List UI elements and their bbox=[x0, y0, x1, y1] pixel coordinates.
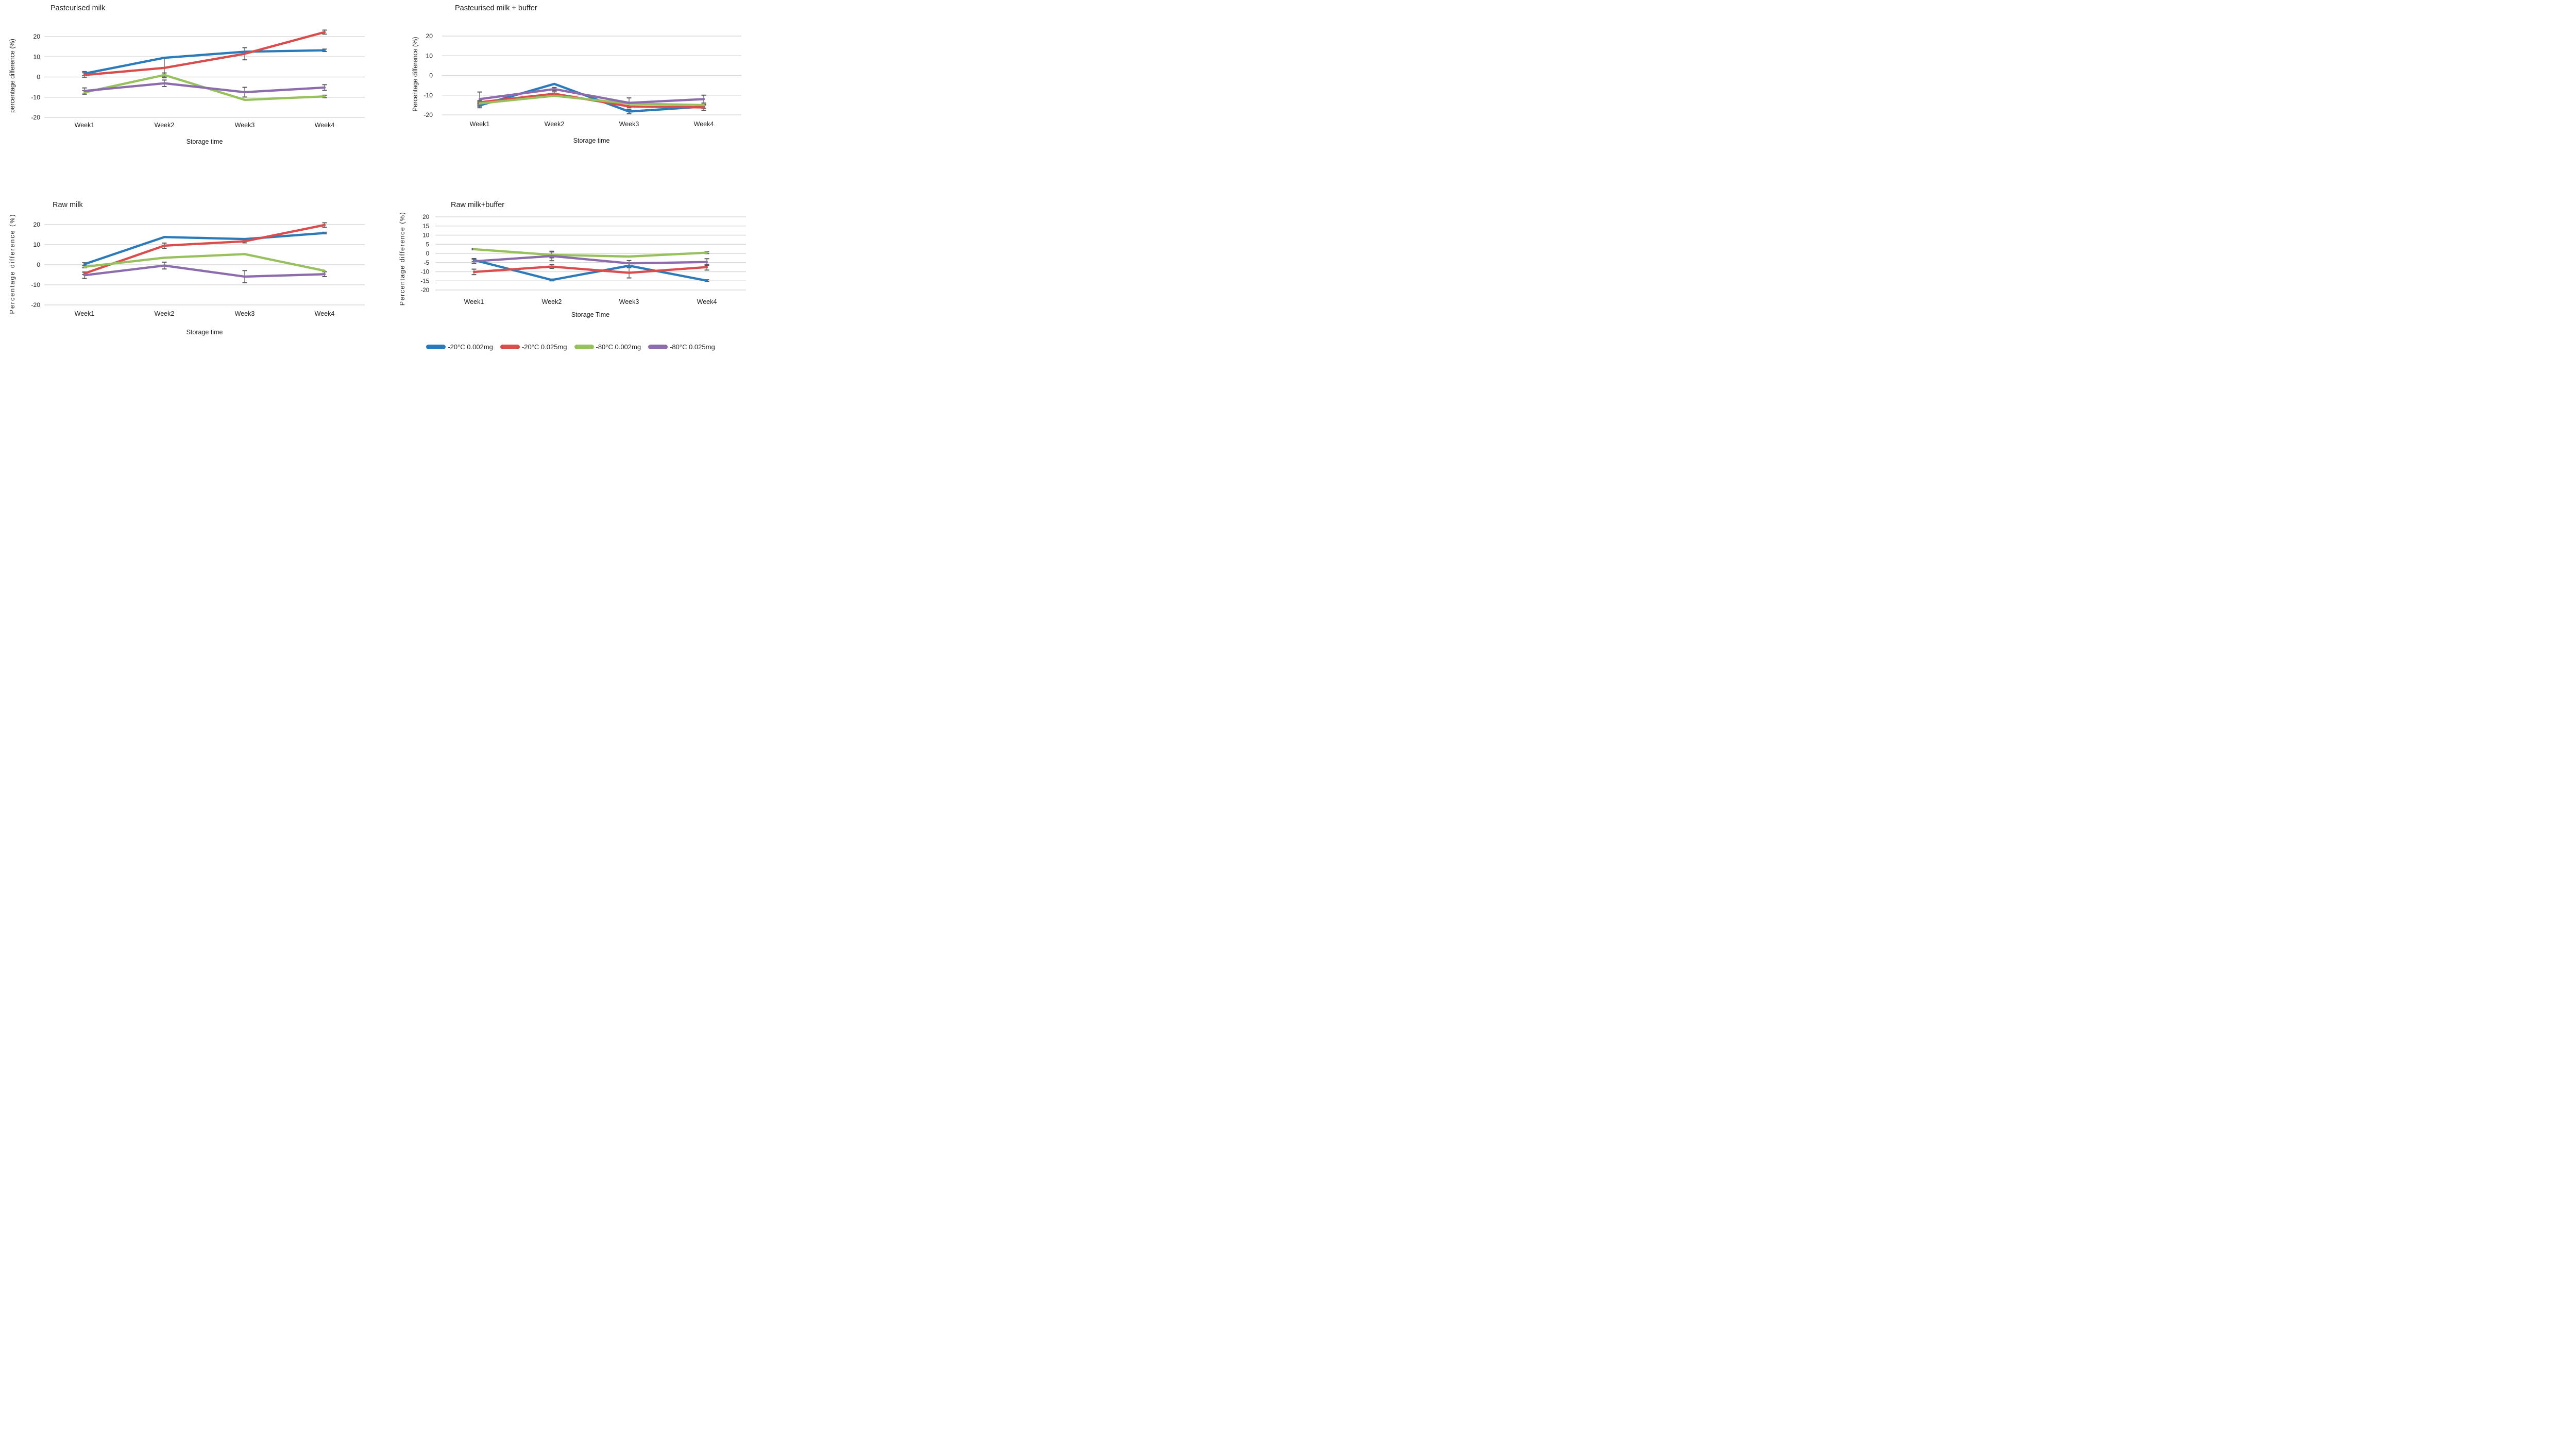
y-tick-label: 0 bbox=[37, 261, 40, 268]
series-line--20-c-0-025mg bbox=[472, 265, 708, 274]
x-tick-label: Week3 bbox=[235, 122, 255, 129]
chart-title: Raw milk bbox=[53, 201, 83, 209]
series-line--80-c-0-025mg bbox=[83, 264, 326, 278]
y-tick-label: 0 bbox=[426, 251, 429, 257]
chart-title: Pasteurised milk bbox=[50, 4, 106, 12]
legend-swatch bbox=[574, 344, 594, 349]
y-tick-label: 5 bbox=[426, 242, 429, 248]
plot-area: 20 10 0 -10 -20 Week1 Week2 Week3 Week4 bbox=[31, 221, 365, 317]
x-tick-label: Week2 bbox=[155, 122, 175, 129]
y-tick-label: 10 bbox=[426, 52, 433, 59]
x-tick-labels: Week1 Week2 Week3 Week4 bbox=[470, 121, 714, 128]
series-line--20-c-0-025mg bbox=[83, 224, 326, 275]
x-tick-label: Week4 bbox=[315, 122, 335, 129]
x-tick-label: Week3 bbox=[235, 310, 255, 317]
x-axis-label: Storage Time bbox=[571, 311, 610, 318]
y-tick-label: -20 bbox=[31, 301, 40, 309]
legend-item: -20°C 0.002mg bbox=[426, 343, 493, 351]
legend-item: -80°C 0.025mg bbox=[648, 343, 715, 351]
x-tick-label: Week2 bbox=[542, 298, 562, 305]
y-tick-label: -10 bbox=[423, 92, 433, 99]
chart-legend: -20°C 0.002mg -20°C 0.025mg -80°C 0.002mg -… bbox=[389, 336, 752, 357]
y-tick-label: 10 bbox=[33, 53, 40, 60]
x-tick-label: Week4 bbox=[697, 298, 717, 305]
x-axis-label: Storage time bbox=[186, 138, 223, 145]
x-tick-labels: Week1 Week2 Week3 Week4 bbox=[75, 122, 335, 129]
x-tick-label: Week3 bbox=[619, 298, 639, 305]
y-tick-label: 20 bbox=[33, 221, 40, 228]
series-line--80-c-0-002mg bbox=[472, 248, 708, 258]
series-line--80-c-0-002mg bbox=[478, 94, 705, 107]
series-line--20-c-0-002mg bbox=[83, 49, 326, 75]
y-tick-label: 20 bbox=[33, 33, 40, 40]
x-tick-labels: Week1 Week2 Week3 Week4 bbox=[464, 298, 717, 305]
x-axis-label: Storage time bbox=[573, 137, 610, 144]
series-line--80-c-0-002mg bbox=[83, 253, 326, 272]
chart-title: Pasteurised milk + buffer bbox=[455, 4, 537, 12]
y-tick-label: -20 bbox=[423, 111, 433, 118]
legend-label: -20°C 0.002mg bbox=[448, 343, 493, 351]
figure-canvas: Pasteurised milk percentage difference (… bbox=[0, 0, 752, 359]
y-tick-label: -10 bbox=[31, 94, 40, 101]
series-line--20-c-0-002mg bbox=[83, 232, 326, 266]
x-tick-labels: Week1 Week2 Week3 Week4 bbox=[75, 310, 335, 317]
gridlines: 20 10 0 -10 -20 bbox=[31, 221, 365, 309]
chart-raw-milk: Raw milk Percentage difference (%) Stora… bbox=[0, 194, 376, 348]
y-tick-label: -10 bbox=[420, 269, 429, 276]
plot-area: 20 10 0 -10 -20 Week1 Week2 Week3 Week4 bbox=[31, 29, 365, 129]
legend-label: -80°C 0.025mg bbox=[670, 343, 715, 351]
legend-swatch bbox=[500, 344, 520, 349]
plot-area: 20 10 0 -10 -20 Week1 Week2 Week3 Week4 bbox=[423, 32, 741, 128]
legend-swatch bbox=[426, 344, 446, 349]
y-tick-label: 10 bbox=[422, 233, 429, 239]
y-tick-label: 20 bbox=[422, 214, 429, 220]
series-line--80-c-0-025mg bbox=[478, 88, 705, 104]
x-axis-label: Storage time bbox=[186, 329, 223, 336]
y-tick-label: -10 bbox=[31, 281, 40, 288]
gridlines: 20 10 0 -10 -20 bbox=[423, 32, 741, 118]
chart-raw-milk-buffer: Raw milk+buffer Percentage difference (%… bbox=[389, 194, 752, 348]
legend-item: -80°C 0.002mg bbox=[574, 343, 641, 351]
series-line--80-c-0-025mg bbox=[472, 254, 708, 265]
x-tick-label: Week1 bbox=[75, 122, 95, 129]
x-tick-label: Week2 bbox=[155, 310, 175, 317]
legend-label: -20°C 0.025mg bbox=[521, 343, 567, 351]
chart-pasteurised-milk: Pasteurised milk percentage difference (… bbox=[0, 0, 376, 161]
legend-item: -20°C 0.025mg bbox=[500, 343, 567, 351]
x-tick-label: Week4 bbox=[694, 121, 714, 128]
x-tick-label: Week1 bbox=[470, 121, 490, 128]
legend-swatch bbox=[648, 344, 668, 349]
y-tick-label: -5 bbox=[424, 260, 429, 266]
y-tick-label: 20 bbox=[426, 32, 433, 40]
x-tick-label: Week2 bbox=[545, 121, 565, 128]
y-tick-label: -20 bbox=[420, 287, 429, 294]
plot-area: 20 15 10 5 0 -5 -10 -15 -20 Week1 Week2 Week3 Week4 bbox=[420, 214, 746, 305]
x-tick-label: Week1 bbox=[75, 310, 95, 317]
x-tick-label: Week1 bbox=[464, 298, 484, 305]
y-tick-label: 0 bbox=[429, 72, 433, 79]
x-tick-label: Week3 bbox=[619, 121, 639, 128]
y-tick-label: -15 bbox=[420, 278, 429, 284]
gridlines: 20 10 0 -10 -20 bbox=[31, 33, 365, 121]
legend-label: -80°C 0.002mg bbox=[596, 343, 641, 351]
series-line--20-c-0-025mg bbox=[83, 31, 326, 76]
y-tick-label: 0 bbox=[37, 74, 40, 81]
y-tick-label: 15 bbox=[422, 224, 429, 230]
y-tick-label: 10 bbox=[33, 241, 40, 248]
y-tick-label: -20 bbox=[31, 114, 40, 121]
chart-title: Raw milk+buffer bbox=[451, 201, 505, 209]
x-tick-label: Week4 bbox=[315, 310, 335, 317]
series-line--80-c-0-025mg bbox=[83, 82, 326, 94]
chart-pasteurised-milk-buffer: Pasteurised milk + buffer Percentage dif… bbox=[389, 0, 752, 161]
